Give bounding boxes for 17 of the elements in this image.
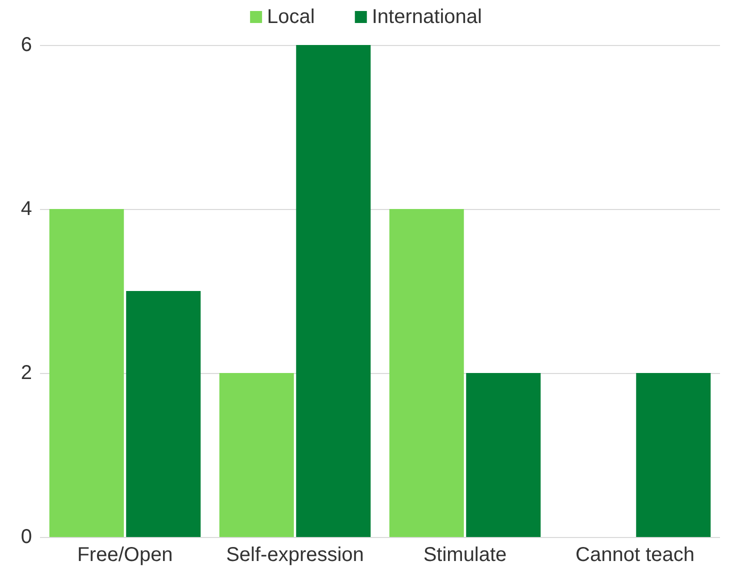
y-tick-label: 6 [20,34,32,56]
bar [466,373,541,537]
x-tick-label: Free/Open [77,544,173,566]
legend-label: International [372,6,482,28]
y-tick-label: 4 [20,198,32,220]
bar [49,209,124,537]
bar [219,373,294,537]
bar [126,291,201,537]
y-tick-label: 0 [20,526,32,548]
bar [389,209,464,537]
bar [296,45,371,537]
y-tick-label: 2 [20,362,32,384]
x-tick-label: Cannot teach [576,544,694,566]
x-tick-label: Self-expression [226,544,364,566]
x-tick-label: Stimulate [423,544,507,566]
bar [636,373,711,537]
legend-label: Local [267,6,315,28]
